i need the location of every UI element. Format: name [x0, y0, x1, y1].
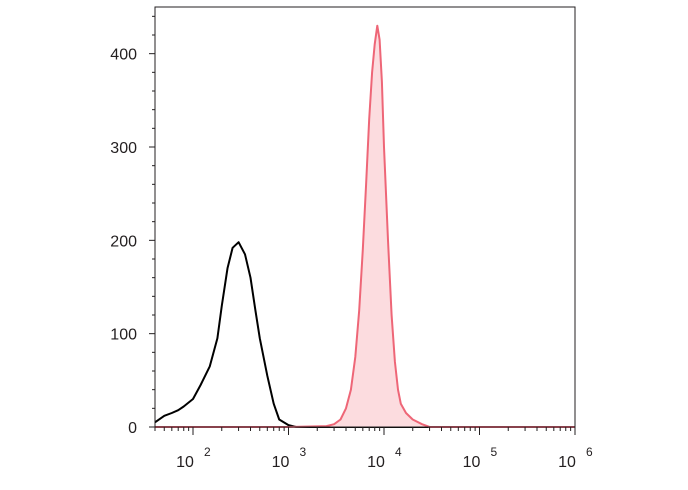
x-tick-label: 10 — [558, 454, 576, 471]
y-tick-label: 300 — [110, 140, 137, 157]
y-tick-label: 400 — [110, 47, 137, 64]
x-tick-exponent: 5 — [491, 445, 498, 459]
x-tick-exponent: 3 — [300, 445, 307, 459]
x-tick-label: 10 — [176, 454, 194, 471]
plot-frame — [154, 6, 576, 428]
y-tick-label: 0 — [128, 420, 137, 437]
x-tick-base: 10 — [272, 454, 290, 471]
y-tick-label: 200 — [110, 233, 137, 250]
series-2-line — [155, 24, 575, 428]
x-tick-label: 10 — [367, 454, 385, 471]
x-axis: 10 2 10 3 10 4 10 5 10 6 — [154, 427, 593, 471]
x-tick-label: 10 — [463, 454, 481, 471]
x-tick-base: 10 — [367, 454, 385, 471]
series-2-fill — [155, 25, 575, 427]
y-tick-label: 100 — [110, 327, 137, 344]
x-tick-base: 10 — [558, 454, 576, 471]
x-tick-exponent: 4 — [395, 445, 402, 459]
x-tick-label: 10 — [272, 454, 290, 471]
x-tick-base: 10 — [176, 454, 194, 471]
plot-marks — [154, 24, 575, 428]
x-tick-exponent: 6 — [586, 445, 593, 459]
y-axis: 0 100 200 300 400 — [110, 15, 155, 437]
x-tick-base: 10 — [463, 454, 481, 471]
x-tick-exponent: 2 — [204, 445, 211, 459]
